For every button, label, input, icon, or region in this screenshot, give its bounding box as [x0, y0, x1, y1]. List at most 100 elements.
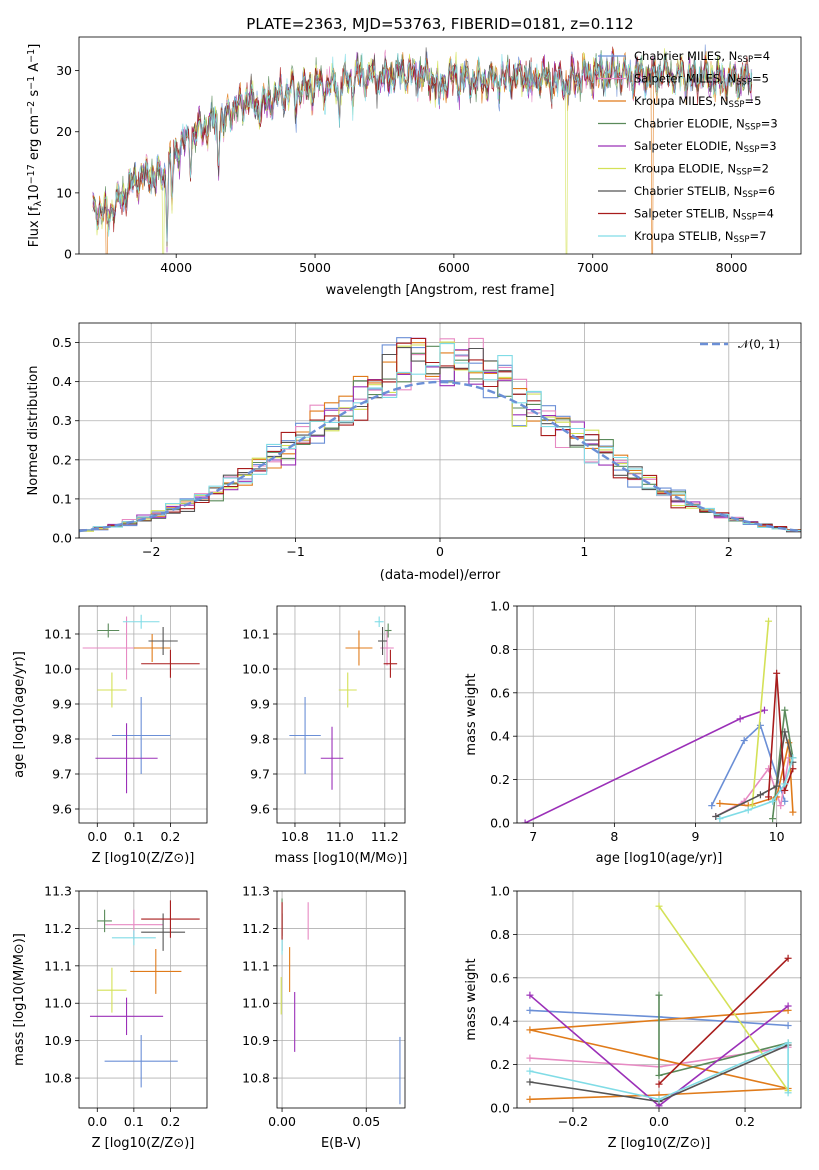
legend-label-text: Kroupa ELODIE, N — [634, 162, 736, 176]
mass-weight-vs-z-marker — [526, 1054, 534, 1062]
mass-vs-z-ytick-label: 11.2 — [44, 921, 72, 936]
mass-weight-vs-age-marker — [781, 780, 789, 788]
mass-weight-vs-z-marker — [655, 1080, 663, 1088]
mass-vs-ebv-grid — [277, 890, 405, 1108]
spectrum-series-7 — [92, 46, 753, 239]
age-vs-z-frame — [78, 605, 208, 824]
mass-vs-ebv-xtick-label: 0.05 — [352, 1114, 380, 1129]
mass-weight-vs-z-marker — [526, 1006, 534, 1014]
legend-label-tail: =3 — [761, 117, 778, 131]
histogram-series-6 — [79, 347, 801, 538]
mass-weight-vs-age-plot-area — [521, 617, 797, 823]
spectrum-ylabel-part: −1 — [26, 76, 37, 90]
mass-weight-vs-age-grid — [517, 605, 801, 824]
age-vs-mass-ytick-label: 9.7 — [250, 767, 270, 782]
age-vs-mass-point-4 — [320, 726, 344, 790]
mass-weight-vs-age-ylabel: mass weight — [464, 673, 479, 755]
mass-vs-z-ylabel: mass [log10(M/M⊙)] — [12, 933, 27, 1066]
mass-weight-vs-z-ytick-label: 0.0 — [490, 1101, 510, 1116]
legend-label-tail: =6 — [758, 184, 775, 198]
histogram-xtick-label: 1 — [580, 544, 588, 559]
legend-label-sub: SSP — [745, 123, 761, 133]
histogram-axes: −2 −1 0 1 2 0.0 0.1 0.2 0.3 0.4 0.5 — [52, 322, 802, 559]
legend-label-text: Chabrier MILES, N — [634, 49, 737, 63]
age-vs-z-point-8 — [122, 614, 160, 629]
age-vs-mass-xtick-label: 11.0 — [326, 829, 354, 844]
age-vs-z-ytick-label: 10.0 — [44, 662, 72, 677]
age-vs-mass-plot-area — [289, 616, 398, 790]
legend-label-tail: =5 — [744, 94, 761, 108]
legend-label: Kroupa MILES, NSSP=5 — [634, 94, 761, 110]
mass-weight-vs-age-marker — [773, 782, 781, 790]
age-vs-z-xtick-label: 0.1 — [124, 829, 144, 844]
histogram-ytick-label: 0.5 — [52, 335, 72, 350]
mass-weight-vs-age-marker — [708, 802, 716, 810]
mass-vs-z-plot-area — [89, 900, 200, 1088]
spectrum-ylabel-part: −2 — [26, 101, 37, 115]
mass-weight-vs-z-marker — [655, 902, 663, 910]
mass-weight-vs-z-marker — [784, 1039, 792, 1047]
spectrum-xtick-label: 5000 — [299, 260, 331, 275]
legend-label-tail: =5 — [752, 72, 769, 86]
legend-label-text: Salpeter STELIB, N — [634, 207, 741, 221]
legend-label-sub: SSP — [729, 100, 745, 110]
histogram-ylabel: Normed distribution — [26, 366, 41, 496]
mass-vs-ebv-ytick-label: 10.8 — [242, 1071, 270, 1086]
mass-weight-vs-age-marker — [756, 721, 764, 729]
histogram-ytick-label: 0.4 — [52, 374, 72, 389]
mass-weight-vs-age-series-4 — [524, 709, 765, 823]
mass-weight-vs-z-marker — [784, 1002, 792, 1010]
mass-vs-z-ytick-label: 11.1 — [44, 958, 72, 973]
legend-label: Kroupa ELODIE, NSSP=2 — [634, 162, 769, 178]
mass-weight-vs-age-ytick-label: 0.6 — [490, 685, 510, 700]
mass-weight-vs-age-marker — [773, 669, 781, 677]
age-vs-mass-point-3 — [384, 623, 392, 638]
mass-weight-vs-z-marker — [526, 1078, 534, 1086]
mass-weight-vs-z-marker — [784, 1022, 792, 1030]
mass-weight-vs-z-xtick-label: 0.0 — [649, 1114, 669, 1129]
mass-weight-vs-z-ytick-label: 0.2 — [490, 1057, 510, 1072]
histogram-frame — [78, 322, 802, 539]
mass-weight-vs-age-marker — [769, 797, 777, 805]
age-vs-z-grid — [79, 606, 207, 823]
age-vs-z-ytick-label: 9.7 — [52, 767, 72, 782]
mass-weight-vs-age-marker — [789, 808, 797, 816]
spectrum-ylabel-part: −1 — [26, 49, 37, 63]
age-vs-mass-point-8 — [374, 616, 384, 627]
age-vs-z-ylabel: age [log10(age/yr)] — [12, 651, 27, 778]
age-vs-mass-ytick-label: 9.8 — [250, 732, 270, 747]
age-vs-z-point-2 — [133, 634, 171, 662]
mass-weight-vs-z-ytick-label: 0.6 — [490, 970, 510, 985]
mass-vs-ebv-ytick-label: 11.0 — [242, 996, 270, 1011]
mass-weight-vs-z-marker — [784, 954, 792, 962]
age-vs-z-point-6 — [148, 627, 178, 655]
spectrum-ytick-label: 10 — [56, 185, 72, 200]
age-vs-mass-point-0 — [289, 697, 321, 774]
mass-weight-vs-age-ytick-label: 1.0 — [490, 599, 510, 614]
legend-label-tail: =4 — [757, 207, 774, 221]
histogram-xtick-label: 0 — [436, 544, 444, 559]
legend-label-tail: =2 — [752, 162, 769, 176]
mass-vs-ebv-ytick-label: 11.2 — [242, 921, 270, 936]
mass-weight-vs-z-marker — [784, 1089, 792, 1097]
mass-weight-vs-z-ytick-label: 0.4 — [490, 1014, 510, 1029]
age-vs-mass-xtick-label: 10.8 — [281, 829, 309, 844]
mass-vs-z-point-7 — [141, 900, 200, 938]
age-vs-mass-grid — [277, 606, 405, 823]
age-vs-mass-axes: 10.8 11.0 11.2 9.6 9.7 9.8 9.9 10.0 10.1 — [242, 605, 406, 844]
mass-vs-ebv-xlabel: E(B-V) — [321, 1136, 361, 1151]
histogram-ytick-label: 0.0 — [52, 531, 72, 546]
mass-weight-vs-age-xtick-label: 10 — [769, 829, 785, 844]
legend-label-tail: =3 — [760, 139, 777, 153]
age-vs-mass-point-2 — [345, 630, 373, 666]
mass-weight-vs-z-xtick-label: 0.2 — [735, 1114, 755, 1129]
histogram-ytick-label: 0.2 — [52, 452, 72, 467]
mass-weight-vs-age-marker — [789, 754, 797, 762]
mass-vs-z-grid — [79, 890, 207, 1108]
mass-weight-vs-z-ytick-label: 0.8 — [490, 927, 510, 942]
legend-label: Kroupa STELIB, NSSP=7 — [634, 229, 766, 245]
age-vs-mass-xtick-label: 11.2 — [371, 829, 399, 844]
legend-label-text: Salpeter MILES, N — [634, 72, 736, 86]
age-vs-z-xtick-label: 0.0 — [87, 829, 107, 844]
